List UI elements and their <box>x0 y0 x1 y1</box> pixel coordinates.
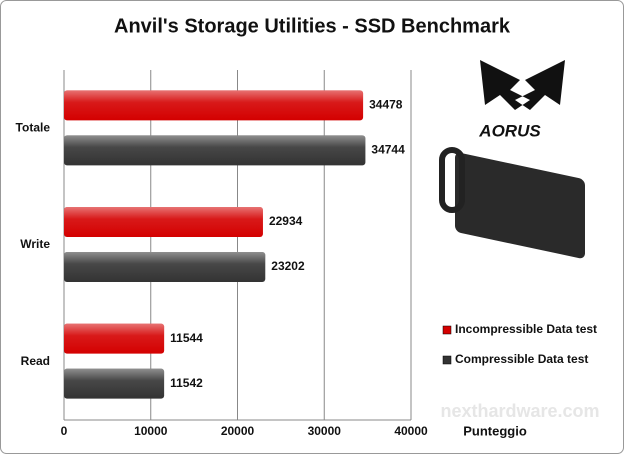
x-tick-label: 10000 <box>134 424 168 438</box>
logo-text: AORUS <box>478 121 541 140</box>
x-axis-label: Punteggio <box>463 423 527 438</box>
value-label: 34744 <box>371 143 405 157</box>
value-label: 11544 <box>170 331 203 345</box>
legend-swatch <box>442 325 452 335</box>
ssd-pipe <box>439 147 465 213</box>
y-tick-label: Write <box>20 237 50 251</box>
y-tick-label: Read <box>21 354 50 368</box>
legend-swatch <box>442 355 452 365</box>
value-label: 11542 <box>170 376 203 390</box>
value-label: 23202 <box>271 259 305 273</box>
chart-title: Anvil's Storage Utilities - SSD Benchmar… <box>114 15 511 37</box>
x-tick-label: 30000 <box>308 424 342 438</box>
x-tick-label: 0 <box>61 424 68 438</box>
ssd <box>455 152 585 259</box>
bar-shine <box>64 207 263 237</box>
bar-shine <box>64 90 364 121</box>
x-tick-label: 40000 <box>394 424 428 438</box>
logo: AORUS <box>439 60 585 259</box>
watermark: nexthardware.com <box>440 401 599 421</box>
bar-shine <box>64 323 165 354</box>
logo-eagle <box>480 60 565 110</box>
value-label: 34478 <box>369 98 403 112</box>
bar-shine <box>64 368 165 399</box>
bar-shine <box>64 252 266 282</box>
bar-shine <box>64 135 366 166</box>
y-tick-label: Totale <box>16 121 51 135</box>
x-tick-label: 20000 <box>221 424 255 438</box>
legend-label: Incompressible Data test <box>455 322 597 336</box>
value-label: 22934 <box>269 214 303 228</box>
legend-label: Compressible Data test <box>455 352 588 366</box>
